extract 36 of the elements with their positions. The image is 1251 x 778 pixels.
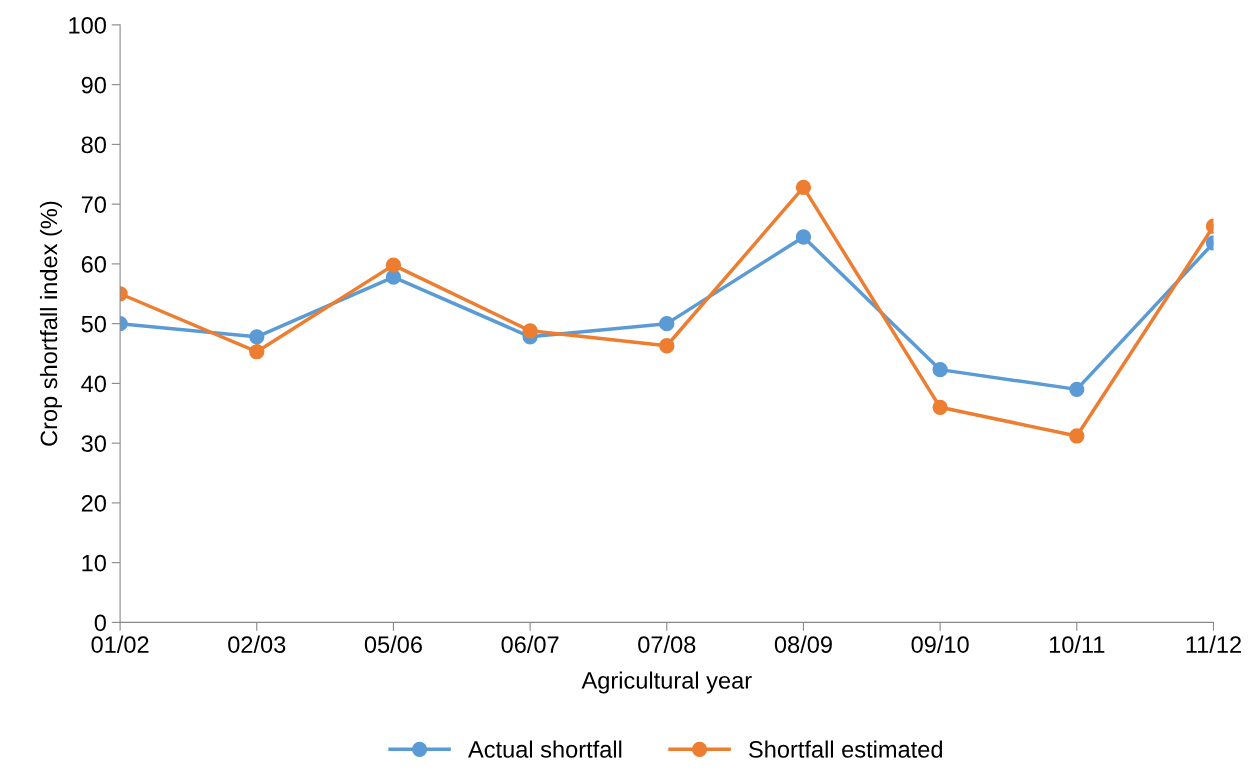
y-tick-label: 60 — [81, 255, 106, 273]
point — [795, 229, 812, 245]
x-tick-label: 06/07 — [501, 635, 559, 653]
y-tick-label: 80 — [81, 136, 106, 154]
y-axis-title: Crop shortfall index (%) — [39, 201, 62, 446]
y-tick-label: 20 — [81, 494, 106, 512]
y-tick-label: 70 — [81, 196, 106, 213]
point — [659, 316, 675, 332]
x-tick-label: 07/08 — [638, 635, 696, 653]
x-tick-label: 08/09 — [774, 635, 832, 653]
x-tick-label: 10/11 — [1049, 635, 1105, 653]
point — [522, 323, 538, 339]
x-tick-label: 02/03 — [228, 635, 286, 653]
y-tick-label: 90 — [81, 76, 106, 94]
y-tick-label: 10 — [82, 554, 106, 572]
point — [1069, 381, 1085, 398]
point — [659, 338, 675, 354]
point — [795, 179, 812, 196]
point — [249, 329, 265, 345]
point — [1069, 428, 1085, 444]
y-tick-label: 0 — [94, 614, 106, 632]
legend-label: Shortfall estimated — [749, 740, 942, 758]
x-tick-label: 01/02 — [91, 635, 149, 653]
x-axis-title: Agricultural year — [581, 671, 752, 694]
point — [932, 362, 948, 378]
point — [249, 344, 265, 360]
y-tick-label: 50 — [81, 315, 106, 333]
y-tick-label: 100 — [69, 16, 106, 34]
point — [385, 257, 402, 273]
y-tick-label: 40 — [81, 375, 106, 393]
x-tick-label: 11/12 — [1186, 635, 1241, 653]
y-tick-label: 30 — [81, 435, 106, 452]
point — [932, 399, 948, 415]
x-tick-label: 09/10 — [911, 635, 969, 653]
x-tick-label: 05/06 — [364, 635, 422, 653]
legend-label: Actual shortfall — [468, 740, 622, 758]
